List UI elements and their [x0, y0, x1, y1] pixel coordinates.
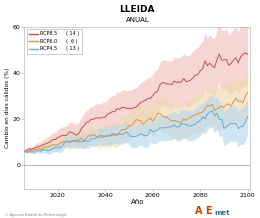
- Y-axis label: Cambio en días cálidos (%): Cambio en días cálidos (%): [4, 67, 10, 148]
- X-axis label: Año: Año: [131, 199, 144, 205]
- Legend: RCP8.5      ( 14 ), RCP6.0      (  6 ), RCP4.5      ( 13 ): RCP8.5 ( 14 ), RCP6.0 ( 6 ), RCP4.5 ( 13…: [27, 29, 82, 54]
- Text: LLEIDA: LLEIDA: [120, 5, 155, 14]
- Text: A: A: [195, 206, 203, 216]
- Text: E: E: [205, 206, 212, 216]
- Text: ANUAL: ANUAL: [125, 17, 149, 23]
- Text: © Agencia Estatal de Meteorología: © Agencia Estatal de Meteorología: [5, 213, 67, 217]
- Text: met: met: [214, 210, 230, 216]
